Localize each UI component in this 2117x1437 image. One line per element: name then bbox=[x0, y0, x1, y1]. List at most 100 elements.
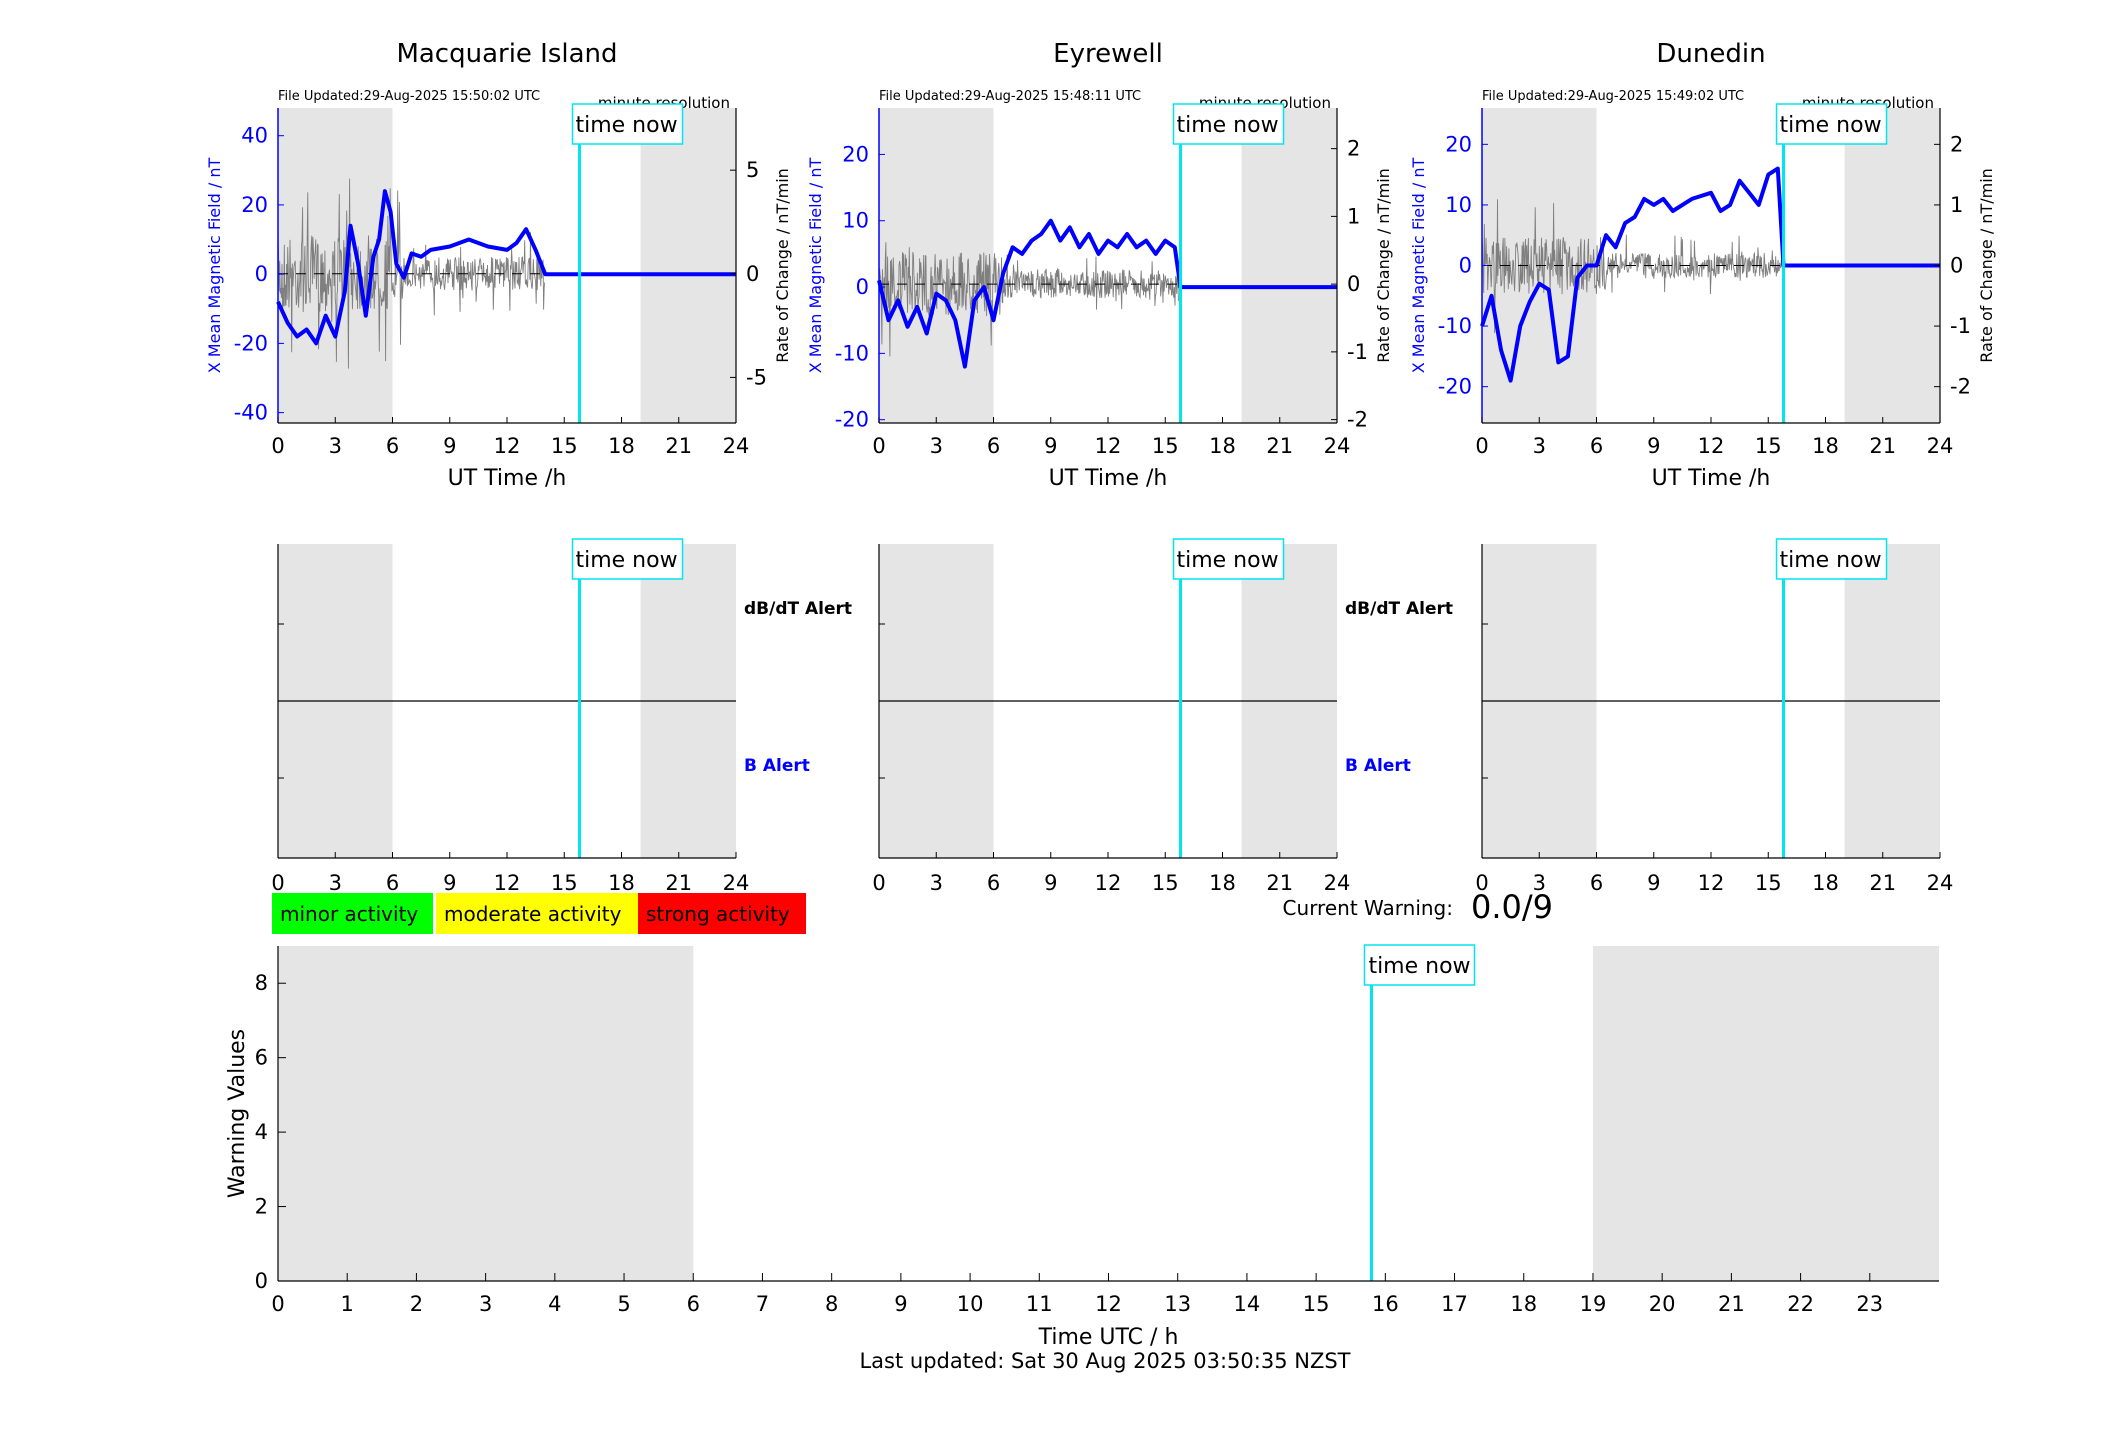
y-tick-label-right: -2 bbox=[1950, 375, 1971, 399]
current-warning-value: 0.0/9 bbox=[1471, 888, 1553, 926]
legend-label-minor: minor activity bbox=[280, 902, 418, 926]
x-tick-label: 20 bbox=[1649, 1292, 1676, 1316]
time-now-box bbox=[1172, 103, 1285, 145]
x-tick-label: 3 bbox=[930, 871, 943, 895]
x-tick-label: 12 bbox=[1095, 871, 1122, 895]
x-tick-label: 0 bbox=[1475, 434, 1488, 458]
x-tick-label: 21 bbox=[1266, 871, 1293, 895]
x-tick-label: 11 bbox=[1026, 1292, 1053, 1316]
x-tick-label: 18 bbox=[1209, 871, 1236, 895]
x-tick-label: 6 bbox=[1590, 434, 1603, 458]
night-shading bbox=[879, 108, 994, 423]
x-tick-label: 0 bbox=[271, 871, 284, 895]
y-tick-label-right: -5 bbox=[746, 365, 767, 389]
x-axis-label: UT Time /h bbox=[1652, 466, 1771, 491]
x-tick-label: 2 bbox=[410, 1292, 423, 1316]
time-now-box bbox=[1775, 103, 1888, 145]
y-tick-label-left: 10 bbox=[1445, 193, 1472, 217]
x-tick-label: 7 bbox=[756, 1292, 769, 1316]
y-axis-label-right: Rate of Change / nT/min bbox=[1977, 168, 1996, 363]
x-tick-label: 0 bbox=[872, 871, 885, 895]
x-tick-label: 21 bbox=[1869, 871, 1896, 895]
x-axis-label: UT Time /h bbox=[448, 466, 567, 491]
x-tick-label: 15 bbox=[551, 434, 578, 458]
panel-title: Eyrewell bbox=[1053, 39, 1163, 69]
y-axis-label-left: X Mean Magnetic Field / nT bbox=[1409, 158, 1428, 374]
dbdt-alert-label: dB/dT Alert bbox=[1345, 599, 1453, 619]
x-tick-label: 6 bbox=[1590, 871, 1603, 895]
field-series-line bbox=[877, 218, 1337, 369]
night-shading bbox=[1592, 946, 1939, 1281]
y-tick-label-right: 2 bbox=[1347, 137, 1360, 161]
field-series-line bbox=[276, 189, 736, 346]
x-tick-label: 0 bbox=[271, 434, 284, 458]
x-tick-label: 18 bbox=[1209, 434, 1236, 458]
x-tick-label: 16 bbox=[1372, 1292, 1399, 1316]
time-now-box bbox=[1172, 538, 1285, 580]
y-tick-label-left: -20 bbox=[234, 331, 268, 355]
panel-title: Dunedin bbox=[1656, 39, 1765, 69]
x-tick-label: 18 bbox=[608, 871, 635, 895]
y-tick-label-right: -1 bbox=[1950, 314, 1971, 338]
file-updated-text: File Updated:29-Aug-2025 15:50:02 UTC bbox=[278, 89, 540, 104]
time-now-box bbox=[571, 103, 684, 145]
x-tick-label: 12 bbox=[494, 434, 521, 458]
x-tick-label: 24 bbox=[1927, 434, 1954, 458]
y-tick-label-left: 10 bbox=[842, 209, 869, 233]
x-tick-label: 15 bbox=[1755, 434, 1782, 458]
current-warning-label: Current Warning: bbox=[1283, 896, 1453, 920]
x-tick-label: 9 bbox=[443, 434, 456, 458]
y-tick-label-right: 0 bbox=[1347, 272, 1360, 296]
x-tick-label: 9 bbox=[1044, 871, 1057, 895]
x-tick-label: 0 bbox=[872, 434, 885, 458]
x-tick-label: 0 bbox=[1475, 871, 1488, 895]
last-updated: Last updated: Sat 30 Aug 2025 03:50:35 N… bbox=[859, 1349, 1350, 1373]
panel-title: Macquarie Island bbox=[396, 39, 617, 69]
y-tick-label-right: 2 bbox=[1950, 132, 1963, 156]
x-tick-label: 6 bbox=[687, 1292, 700, 1316]
legend-swatch-minor bbox=[272, 893, 433, 934]
x-tick-label: 24 bbox=[723, 871, 750, 895]
b-alert-label: B Alert bbox=[1345, 756, 1411, 776]
y-tick-label-right: 5 bbox=[746, 158, 759, 182]
legend-label-strong: strong activity bbox=[646, 902, 790, 926]
legend-swatch-moderate bbox=[436, 893, 638, 934]
y-tick-label: 6 bbox=[255, 1046, 268, 1070]
night-shading bbox=[278, 946, 694, 1281]
y-tick-label-right: 1 bbox=[1950, 193, 1963, 217]
x-tick-label: 21 bbox=[665, 871, 692, 895]
x-tick-label: 23 bbox=[1856, 1292, 1883, 1316]
x-tick-label: 3 bbox=[930, 434, 943, 458]
y-axis-label-left: X Mean Magnetic Field / nT bbox=[806, 158, 825, 374]
dbdt-alert-label: dB/dT Alert bbox=[744, 599, 852, 619]
y-tick-label-left: -10 bbox=[835, 341, 869, 365]
legend-swatch-strong bbox=[638, 893, 806, 934]
x-tick-label: 9 bbox=[1647, 871, 1660, 895]
x-tick-label: 19 bbox=[1580, 1292, 1607, 1316]
y-tick-label-left: 40 bbox=[241, 124, 268, 148]
x-tick-label: 1 bbox=[341, 1292, 354, 1316]
x-tick-label: 3 bbox=[1533, 434, 1546, 458]
x-tick-label: 6 bbox=[987, 871, 1000, 895]
y-tick-label-left: 0 bbox=[856, 275, 869, 299]
x-tick-label: 18 bbox=[1812, 434, 1839, 458]
y-axis-label-right: Rate of Change / nT/min bbox=[773, 168, 792, 363]
file-updated-text: File Updated:29-Aug-2025 15:48:11 UTC bbox=[879, 89, 1141, 104]
time-now-label: time now bbox=[575, 113, 677, 138]
magnetic-panel-macquarie-island: Macquarie Island File Updated:29-Aug-2025… bbox=[205, 39, 792, 491]
rate-of-change-line bbox=[277, 178, 546, 369]
x-tick-label: 5 bbox=[617, 1292, 630, 1316]
y-tick-label-left: 20 bbox=[241, 193, 268, 217]
time-now-label: time now bbox=[1176, 548, 1278, 573]
y-tick-label-left: 20 bbox=[1445, 132, 1472, 156]
y-tick-label-left: 0 bbox=[1459, 254, 1472, 278]
time-now-label: time now bbox=[1779, 548, 1881, 573]
x-tick-label: 22 bbox=[1787, 1292, 1814, 1316]
y-axis-label-right: Rate of Change / nT/min bbox=[1374, 168, 1393, 363]
x-tick-label: 6 bbox=[386, 871, 399, 895]
x-tick-label: 6 bbox=[386, 434, 399, 458]
x-tick-label: 12 bbox=[494, 871, 521, 895]
x-tick-label: 10 bbox=[957, 1292, 984, 1316]
